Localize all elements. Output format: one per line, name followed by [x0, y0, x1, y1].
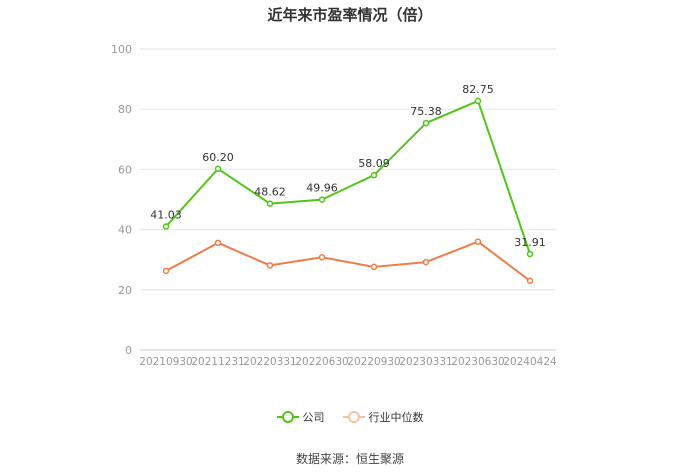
series-1-point-0 — [162, 267, 170, 275]
chart-title: 近年来市盈率情况（倍） — [267, 6, 433, 24]
y-tick-label-80: 80 — [118, 103, 132, 116]
series-0-point-1 — [214, 165, 222, 173]
series-0-point-7 — [526, 250, 534, 258]
data-label-7: 31.91 — [514, 236, 546, 249]
y-tick-label-40: 40 — [118, 224, 132, 237]
legend-label-company: 公司 — [302, 411, 325, 424]
y-tick-label-20: 20 — [118, 284, 132, 297]
x-tick-label-20220331: 20220331 — [243, 356, 296, 368]
series-1-point-1 — [214, 239, 222, 247]
legend-label-industry-median: 行业中位数 — [368, 411, 424, 424]
series-0-point-6 — [474, 97, 482, 105]
x-tick-label-20220630: 20220630 — [295, 356, 348, 368]
series-1-point-7 — [526, 277, 534, 285]
data-label-0: 41.03 — [150, 208, 182, 221]
series-0-point-3 — [318, 196, 326, 203]
series-0-point-0 — [162, 223, 170, 230]
data-source: 数据来源：恒生聚源 — [295, 452, 404, 466]
data-label-1: 60.20 — [202, 151, 234, 164]
series-line-0 — [165, 99, 531, 255]
data-label-2: 48.62 — [254, 186, 286, 199]
x-tick-label-20210930: 20210930 — [139, 356, 192, 368]
line-chart: 0204060801002021093020211231202203312022… — [111, 43, 557, 368]
series-1-point-6 — [474, 238, 482, 245]
data-label-5: 75.38 — [410, 105, 442, 118]
x-tick-label-20230630: 20230630 — [451, 356, 504, 368]
x-tick-label-20211231: 20211231 — [191, 356, 244, 368]
series-1-point-4 — [370, 263, 378, 271]
y-tick-label-100: 100 — [111, 43, 132, 56]
data-label-6: 82.75 — [462, 83, 494, 96]
x-tick-label-20220930: 20220930 — [347, 356, 400, 368]
legend-item-company[interactable]: 公司 — [276, 409, 325, 425]
y-tick-label-0: 0 — [125, 344, 132, 357]
legend-marker-company — [276, 411, 299, 423]
x-tick-label-20240424: 20240424 — [503, 356, 557, 368]
legend-item-industry-median[interactable]: 行业中位数 — [342, 409, 424, 425]
legend: 公司 行业中位数 — [0, 409, 700, 425]
data-label-4: 58.09 — [358, 157, 390, 170]
series-line-1 — [165, 240, 531, 282]
series-1-point-5 — [422, 258, 430, 266]
series-0-point-2 — [266, 200, 274, 207]
x-tick-label-20230331: 20230331 — [399, 356, 452, 368]
data-label-3: 49.96 — [306, 182, 338, 195]
legend-marker-industry-median — [342, 411, 365, 423]
series-1-point-3 — [318, 254, 326, 261]
series-1-point-2 — [266, 262, 274, 269]
series-0-point-5 — [422, 119, 430, 127]
y-tick-label-60: 60 — [118, 163, 132, 176]
series-0-point-4 — [370, 171, 378, 179]
